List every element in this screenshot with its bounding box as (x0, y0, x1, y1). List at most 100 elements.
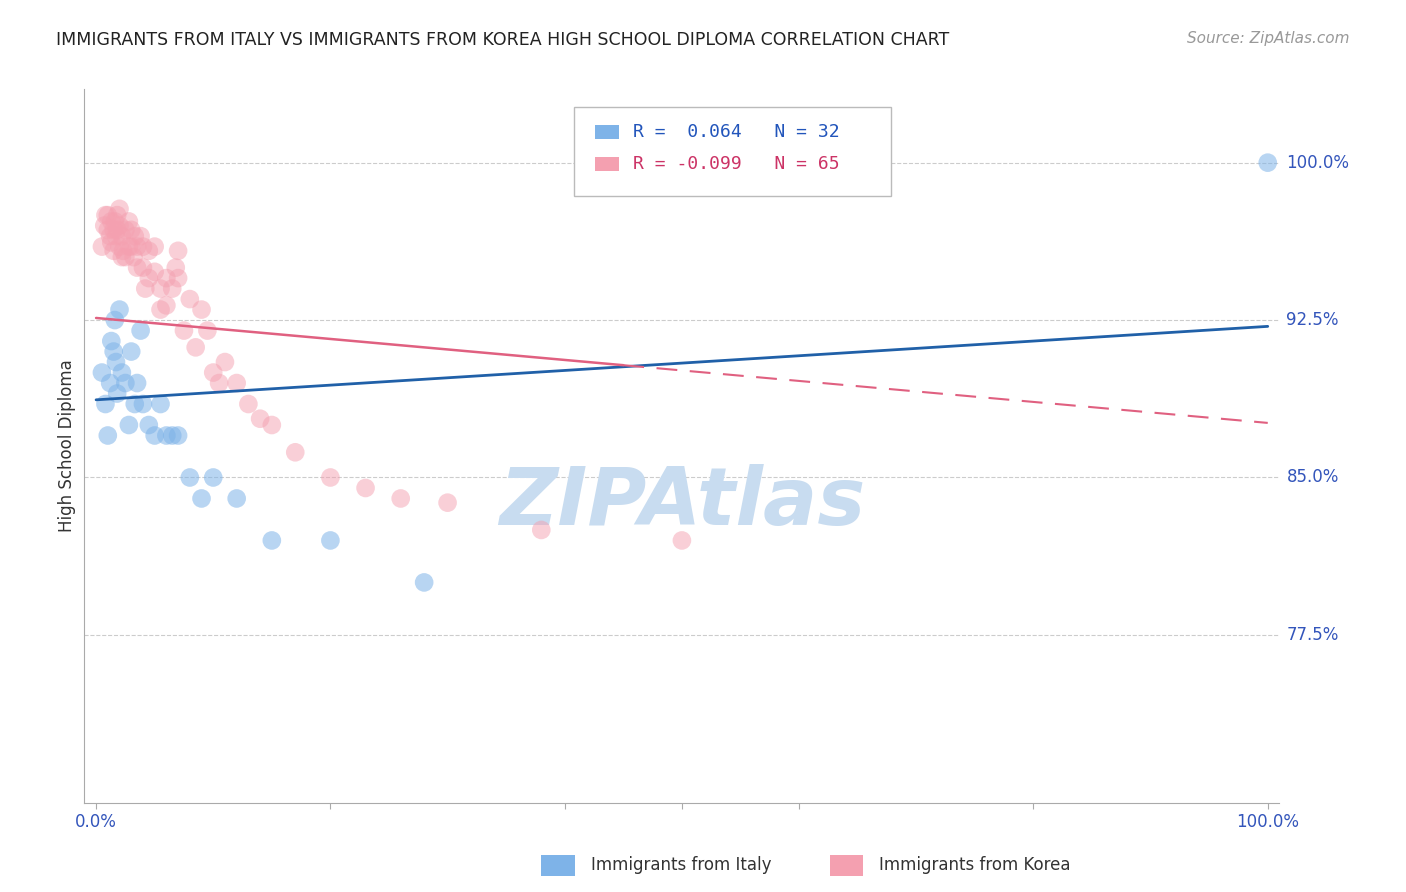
Point (105, 386, 128, 401)
Point (100, 235, 122, 250)
Point (105, 355, 127, 369)
Point (190, 302, 212, 317)
Point (98, 376, 121, 390)
Text: Immigrants from Italy: Immigrants from Italy (591, 856, 770, 874)
Point (97, 428, 120, 442)
Point (127, 260, 149, 275)
Text: Immigrants from Korea: Immigrants from Korea (879, 856, 1070, 874)
Point (138, 244, 160, 258)
Point (108, 302, 131, 317)
Point (530, 523, 553, 537)
Point (112, 244, 135, 258)
Point (134, 282, 156, 296)
Point (90, 239, 114, 253)
Point (225, 491, 247, 506)
Point (167, 244, 190, 258)
Point (354, 481, 377, 495)
Text: 92.5%: 92.5% (1286, 311, 1339, 329)
Point (190, 491, 212, 506)
Point (104, 214, 127, 228)
Point (179, 292, 201, 306)
Point (94, 208, 117, 222)
Text: R = -0.099   N = 65: R = -0.099 N = 65 (633, 155, 839, 173)
Point (103, 344, 125, 359)
Point (108, 219, 131, 233)
Point (105, 208, 128, 222)
Point (122, 250, 145, 264)
Point (149, 397, 172, 411)
Point (138, 271, 160, 285)
Point (98, 229, 121, 244)
Point (132, 239, 155, 253)
Point (162, 428, 183, 442)
Point (120, 223, 142, 237)
Y-axis label: High School Diploma: High School Diploma (58, 359, 76, 533)
Point (97, 223, 120, 237)
Point (97, 208, 120, 222)
Point (105, 223, 128, 237)
Point (129, 229, 152, 244)
Point (260, 417, 283, 432)
Point (143, 265, 166, 279)
Text: 77.5%: 77.5% (1286, 626, 1339, 644)
Point (155, 428, 177, 442)
Point (155, 298, 177, 312)
Text: IMMIGRANTS FROM ITALY VS IMMIGRANTS FROM KOREA HIGH SCHOOL DIPLOMA CORRELATION C: IMMIGRANTS FROM ITALY VS IMMIGRANTS FROM… (56, 31, 949, 49)
Point (124, 397, 146, 411)
Point (111, 250, 134, 264)
Point (111, 366, 134, 380)
Point (127, 239, 149, 253)
FancyBboxPatch shape (574, 107, 891, 196)
Bar (595, 125, 619, 139)
Point (167, 271, 190, 285)
Text: 100.0%: 100.0% (1286, 153, 1350, 171)
Point (90, 366, 114, 380)
Point (179, 470, 201, 484)
Point (1257, 155, 1279, 169)
Point (155, 271, 177, 285)
Point (319, 470, 342, 484)
Point (167, 428, 190, 442)
Point (143, 239, 166, 253)
Point (319, 533, 342, 548)
Point (165, 260, 187, 275)
Point (100, 334, 122, 348)
Point (103, 244, 125, 258)
Point (129, 324, 152, 338)
Point (671, 533, 693, 548)
Text: Source: ZipAtlas.com: Source: ZipAtlas.com (1187, 31, 1350, 46)
Point (202, 366, 225, 380)
Text: ZIPAtlas: ZIPAtlas (499, 464, 865, 542)
Point (162, 282, 183, 296)
Point (108, 202, 131, 216)
Point (114, 250, 136, 264)
Point (108, 239, 131, 253)
Point (225, 376, 247, 390)
Point (184, 340, 207, 354)
Bar (595, 157, 619, 171)
Point (132, 397, 155, 411)
Point (93, 219, 115, 233)
Point (413, 575, 436, 590)
Point (208, 376, 231, 390)
Point (143, 428, 166, 442)
Text: R =  0.064   N = 32: R = 0.064 N = 32 (633, 123, 839, 141)
Point (238, 397, 260, 411)
Point (389, 491, 412, 506)
Point (114, 376, 136, 390)
Point (260, 533, 283, 548)
Point (111, 229, 134, 244)
Point (132, 260, 155, 275)
Text: 85.0%: 85.0% (1286, 468, 1339, 486)
Point (118, 214, 141, 228)
Point (138, 417, 160, 432)
Point (284, 445, 307, 459)
Point (120, 239, 142, 253)
Point (103, 223, 125, 237)
Point (202, 470, 225, 484)
Point (249, 411, 271, 425)
Point (105, 229, 127, 244)
Point (124, 229, 146, 244)
Point (120, 344, 142, 359)
Point (149, 302, 172, 317)
